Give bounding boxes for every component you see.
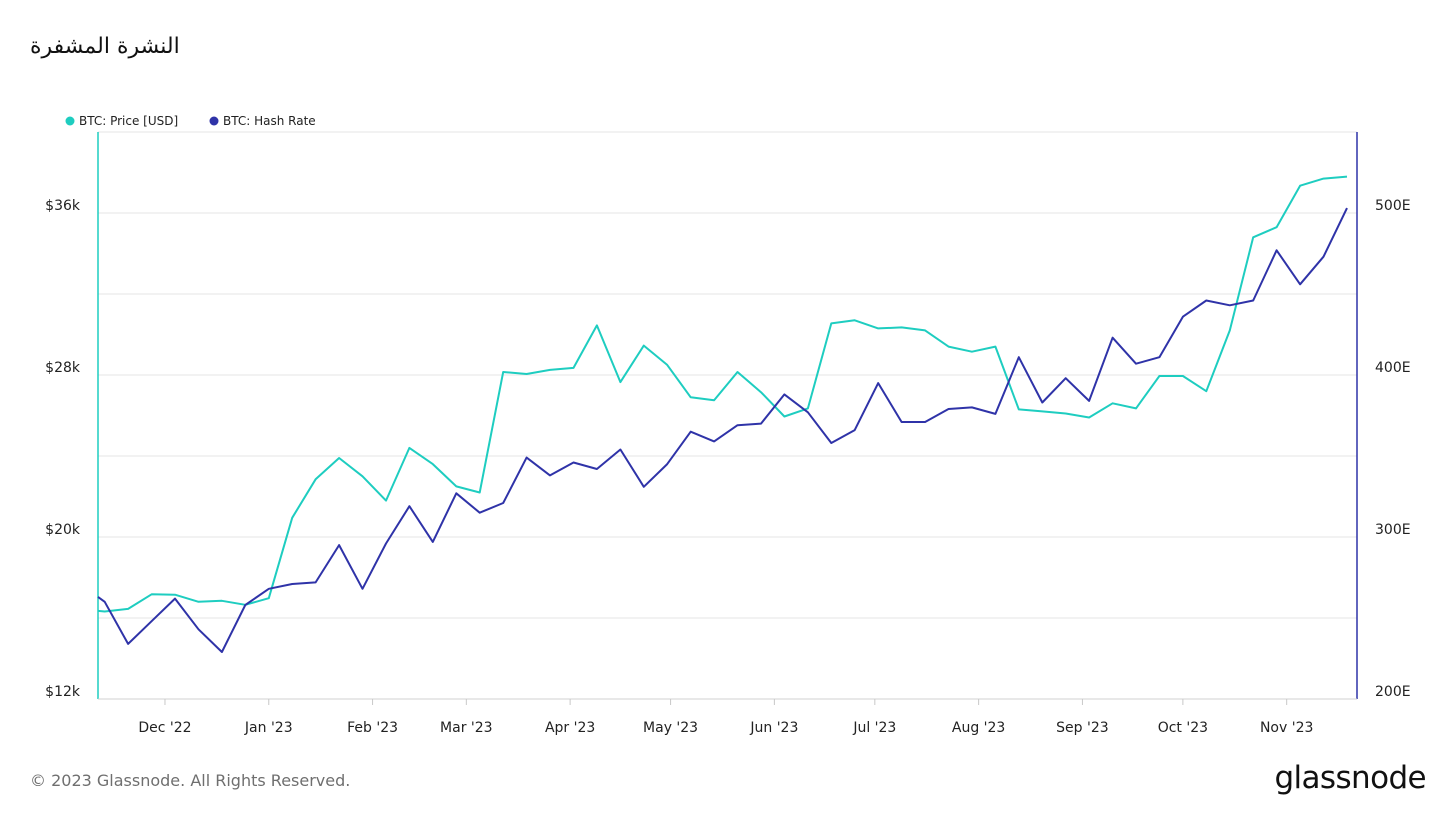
x-tick-label: Mar '23 [440,720,493,736]
chart-title: النشرة المشفرة [30,34,180,59]
legend[interactable]: BTC: Price [USD] BTC: Hash Rate [65,114,316,128]
glassnode-logo: glassnode [1274,760,1426,796]
x-tick-label: Nov '23 [1260,720,1313,736]
legend-marker[interactable] [65,116,75,126]
y-left-tick-label: $36k [45,198,81,214]
y-left-tick-label: $12k [45,684,81,700]
x-tick-label: Apr '23 [545,720,595,736]
copyright-text: © 2023 Glassnode. All Rights Reserved. [30,771,351,790]
grid-lines [98,131,1357,700]
x-tick-label: Dec '22 [138,720,191,736]
legend-label[interactable]: BTC: Price [USD] [79,114,178,128]
x-tick-label: Feb '23 [347,720,398,736]
y-right-tick-label: 500E [1375,198,1411,214]
x-tick-label: Jun '23 [749,720,798,736]
legend-marker[interactable] [209,116,219,126]
y-right-tick-label: 200E [1375,684,1411,700]
x-tick-label: Jan '23 [244,720,293,736]
legend-label[interactable]: BTC: Hash Rate [223,114,316,128]
x-tick-label: Sep '23 [1056,720,1109,736]
x-tick-label: Aug '23 [952,720,1005,736]
y-left-tick-label: $28k [45,360,81,376]
x-tick-label: May '23 [643,720,698,736]
x-tick-label: Jul '23 [852,720,896,736]
hash-rate-series-line [97,207,1348,653]
y-left-tick-label: $20k [45,522,81,538]
y-right-tick-label: 300E [1375,522,1411,538]
tick-labels: Dec '22 Jan '23 Feb '23 Mar '23 Apr '23 May '… [45,198,1410,736]
price-series-line [97,175,1348,613]
y-right-tick-label: 400E [1375,360,1411,376]
axes [97,132,1358,705]
series-lines [97,175,1348,653]
x-tick-label: Oct '23 [1158,720,1208,736]
